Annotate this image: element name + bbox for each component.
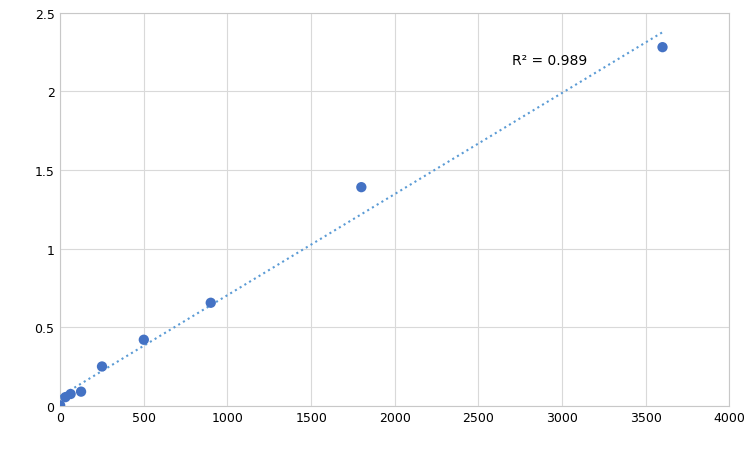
Point (59, 394, 71, 401)
Point (656, 45, 669, 52)
Point (54, 402, 66, 409)
Point (355, 184, 367, 191)
Point (205, 299, 217, 307)
Point (96, 363, 108, 370)
Point (65, 391, 77, 398)
Point (138, 336, 150, 344)
Point (75, 388, 87, 396)
Text: R² = 0.989: R² = 0.989 (512, 54, 587, 68)
